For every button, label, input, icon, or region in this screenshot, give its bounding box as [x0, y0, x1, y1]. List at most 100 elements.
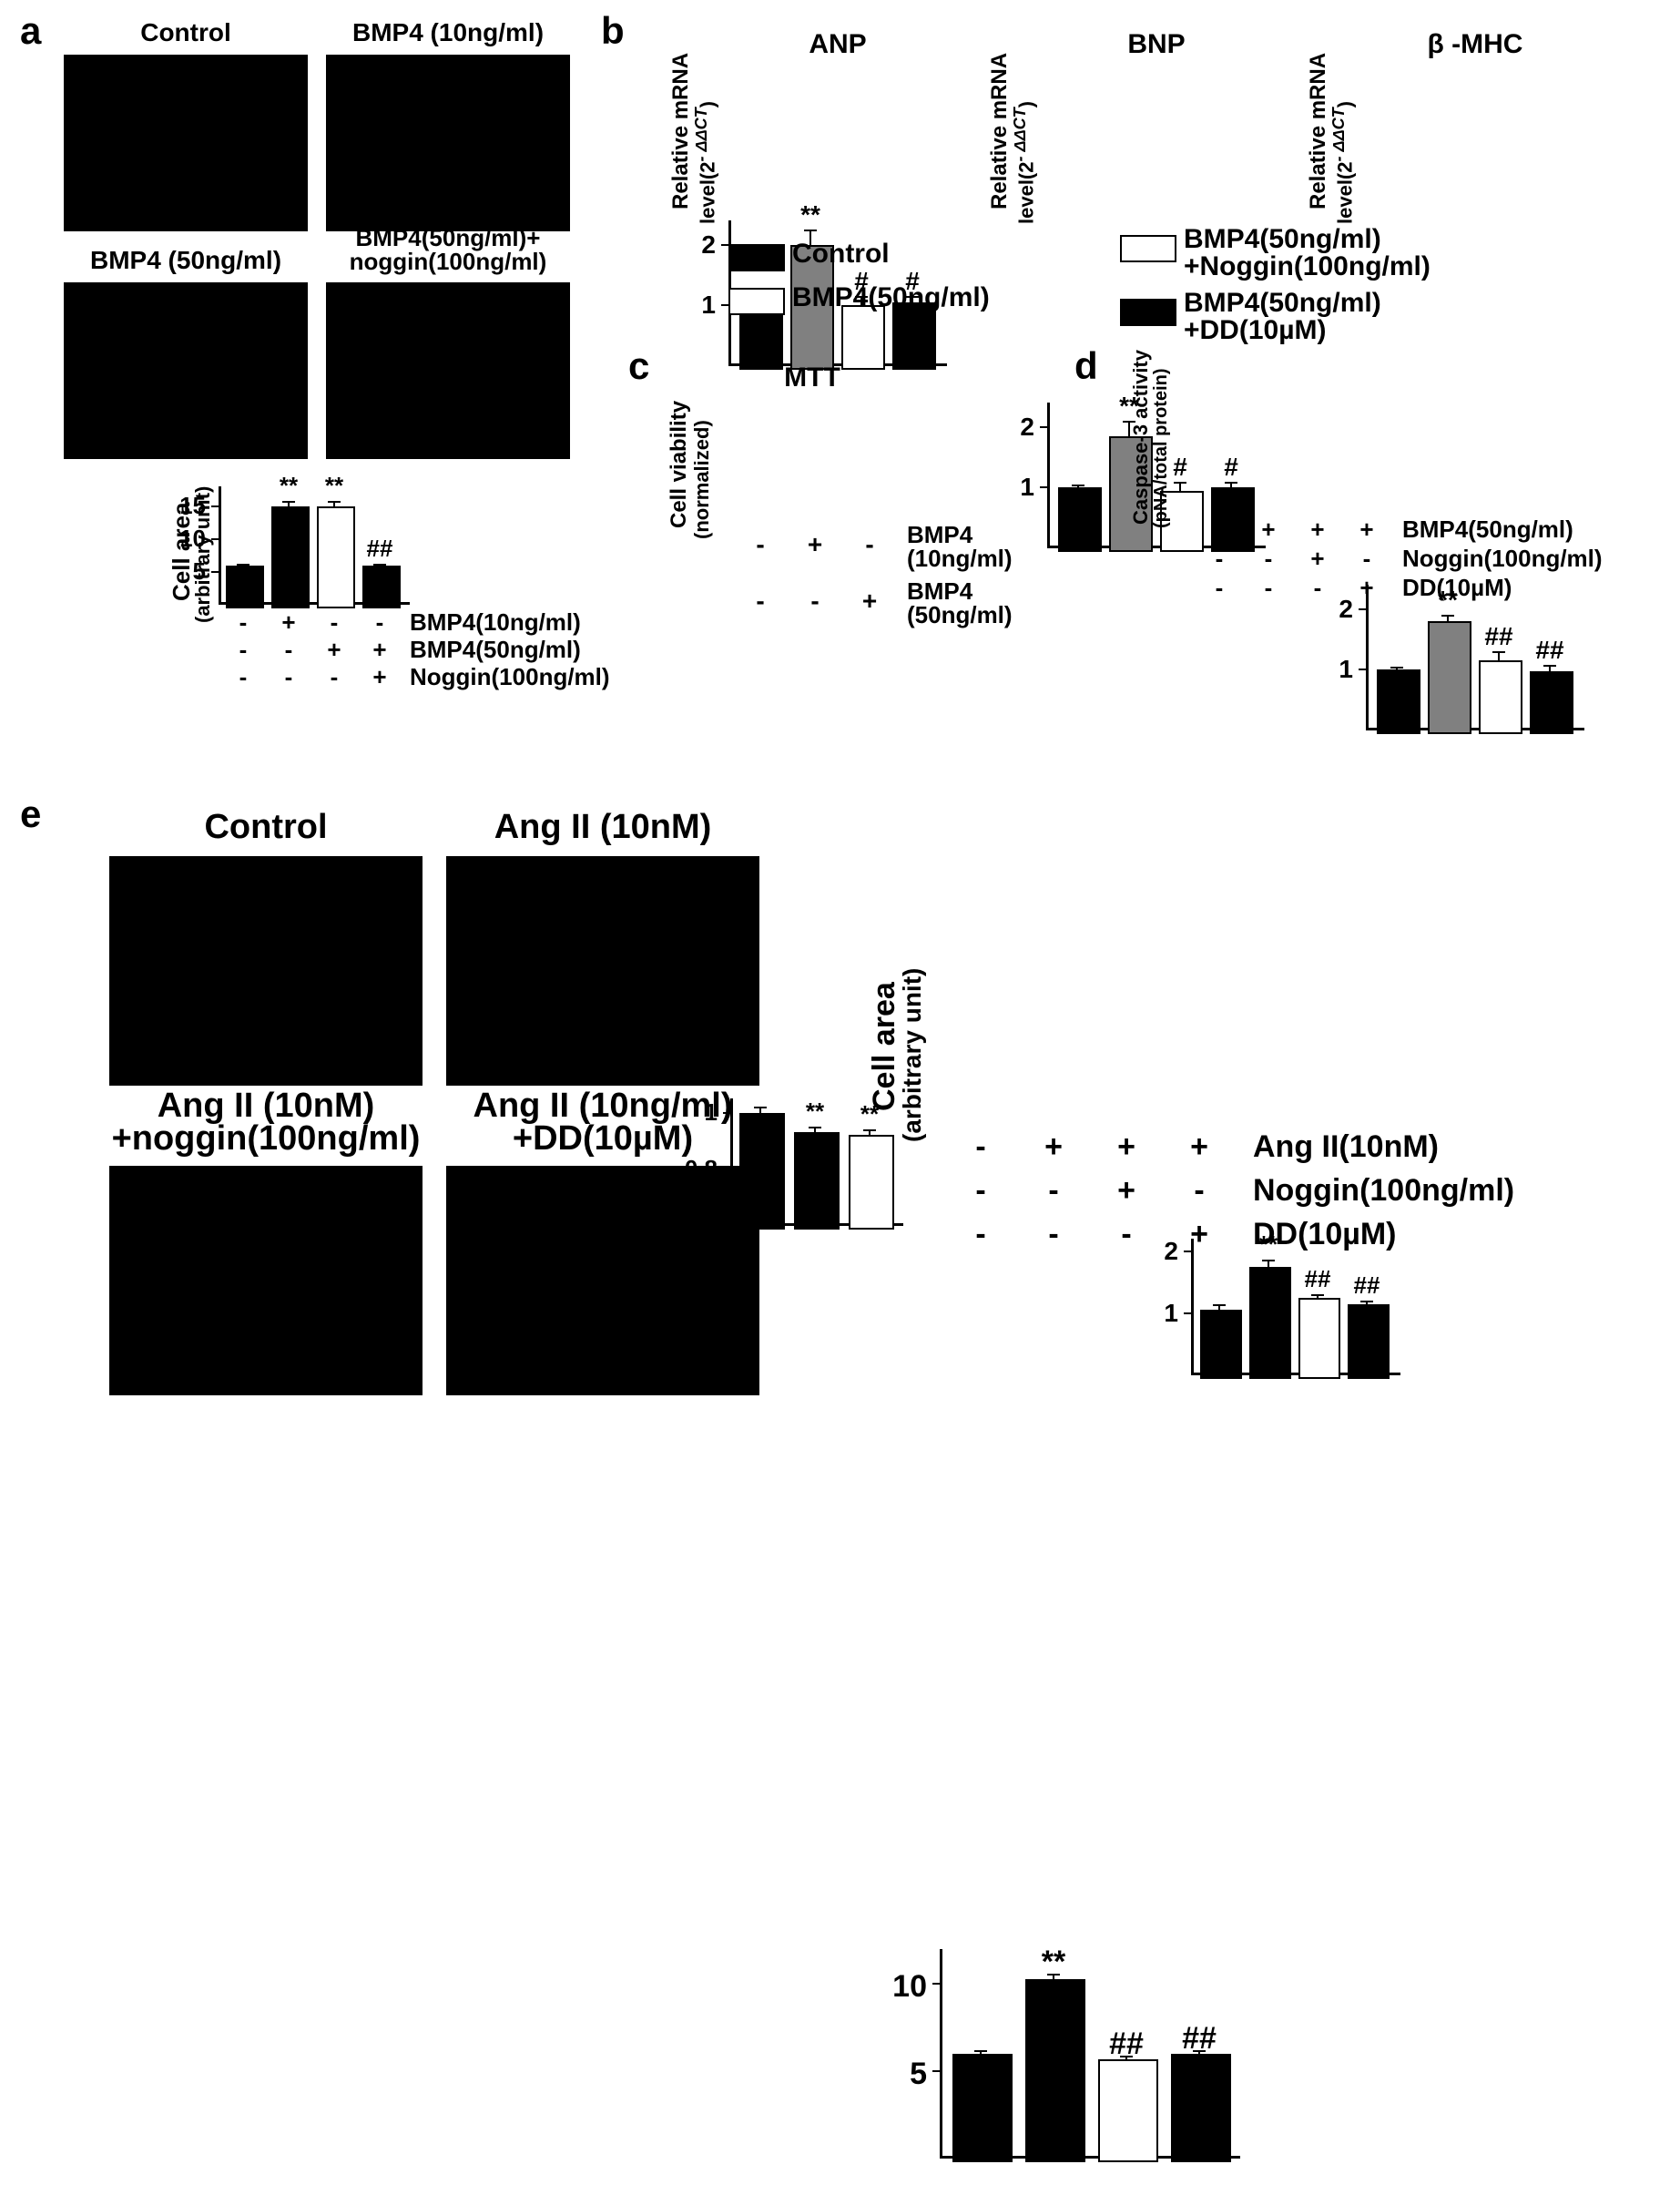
condition-mark: -	[1200, 516, 1238, 544]
significance-marker: #	[1206, 453, 1257, 482]
condition-mark: +	[1348, 574, 1386, 602]
bar	[1479, 660, 1522, 734]
condition-mark: -	[226, 663, 260, 691]
condition-mark: +	[1171, 1129, 1227, 1165]
panel-d-chart: 12**####	[1136, 1239, 1419, 1412]
error-cap	[1174, 482, 1186, 484]
significance-marker: **	[1020, 1945, 1087, 1980]
significance-marker: ##	[1524, 636, 1575, 665]
y-tick-label: 2	[983, 413, 1034, 442]
y-axis	[1047, 403, 1050, 548]
condition-mark: -	[739, 530, 781, 559]
error-cap	[1492, 651, 1505, 653]
panel-a-image	[326, 55, 570, 231]
y-tick	[1359, 669, 1366, 670]
panel-c-ylabel2: (normalized)	[690, 420, 714, 539]
condition-mark: +	[1298, 545, 1337, 573]
condition-label: Noggin(100ng/ml)	[1253, 1173, 1514, 1209]
error-cap	[1390, 667, 1403, 669]
bar	[1530, 671, 1573, 734]
condition-label: BMP4(50ng/ml)	[1402, 516, 1573, 544]
condition-mark: +	[362, 636, 397, 664]
panel-letter-b: b	[601, 9, 625, 53]
condition-label: BMP4(50ng/ml)	[410, 636, 581, 664]
condition-mark: -	[1200, 545, 1238, 573]
legend-label: BMP4(50ng/ml)+DD(10µM)	[1184, 290, 1381, 344]
legend-label: Control	[792, 239, 890, 270]
panel-e-image	[109, 856, 423, 1086]
error-cap	[1072, 485, 1084, 486]
error-cap	[328, 501, 341, 503]
significance-marker: ##	[1473, 622, 1524, 651]
condition-mark: -	[952, 1129, 1009, 1165]
bar	[226, 566, 264, 608]
panel-a-image	[64, 55, 308, 231]
error-cap	[1213, 1304, 1226, 1306]
condition-mark: +	[1348, 516, 1386, 544]
y-axis	[1191, 1239, 1194, 1375]
error-cap	[809, 1127, 821, 1128]
panel-b-ylabel1: Relative mRNA	[987, 53, 1013, 209]
significance-marker: **	[266, 472, 311, 500]
significance-marker: ##	[1093, 2027, 1160, 2062]
legend-swatch	[1120, 299, 1176, 326]
significance-marker: ##	[1342, 1271, 1391, 1300]
condition-label: Noggin(100ng/ml)	[1402, 545, 1603, 573]
panel-a-image	[326, 282, 570, 459]
y-tick	[1359, 608, 1366, 610]
panel-c-ylabel1: Cell viability	[667, 401, 692, 528]
panel-e-image-label: Ang II (10nM)	[437, 811, 769, 843]
y-axis	[219, 486, 221, 605]
condition-mark: +	[1249, 516, 1288, 544]
y-tick	[721, 304, 728, 306]
y-tick-label: 1	[983, 473, 1034, 502]
condition-mark: +	[317, 636, 351, 664]
y-tick-label: 1	[665, 291, 716, 320]
condition-mark: -	[271, 636, 306, 664]
condition-label: DD(10µM)	[1402, 574, 1512, 602]
condition-label: BMP4(10ng/ml)	[907, 523, 1013, 570]
panel-b-chart-title: BNP	[1065, 29, 1247, 60]
y-tick-label: 5	[876, 2057, 927, 2092]
panel-d-ylabel2: (pNA/total protein)	[1151, 368, 1172, 528]
error-cap	[282, 501, 295, 503]
condition-mark: +	[1298, 516, 1337, 544]
panel-letter-e: e	[20, 792, 41, 836]
condition-label: DD(10µM)	[1253, 1217, 1396, 1252]
bar	[1428, 621, 1471, 734]
y-tick-label: 2	[665, 230, 716, 260]
legend-swatch	[1120, 235, 1176, 262]
panel-a-image-label: BMP4 (10ng/ml)	[326, 20, 570, 46]
legend-label: BMP4(50ng/ml)	[792, 282, 990, 313]
bar	[1377, 669, 1420, 734]
bar	[1348, 1304, 1390, 1379]
condition-mark: -	[226, 608, 260, 637]
panel-b-ylabel2: level(2- ΔΔCT)	[1011, 101, 1038, 224]
panel-e-ylabel2: (arbitrary unit)	[898, 968, 927, 1142]
condition-mark: -	[739, 587, 781, 616]
panel-e-image	[446, 1166, 759, 1395]
panel-c-title: MTT	[739, 362, 885, 393]
significance-marker: ##	[1293, 1265, 1342, 1293]
y-tick	[932, 2070, 940, 2072]
condition-label: Ang II(10nM)	[1253, 1129, 1439, 1165]
significance-marker: **	[311, 472, 357, 500]
y-axis	[940, 1949, 942, 2159]
significance-marker: **	[789, 1098, 841, 1126]
error-cap	[863, 1129, 876, 1131]
condition-mark: +	[849, 587, 891, 616]
panel-b-ylabel1: Relative mRNA	[1306, 53, 1331, 209]
bar	[362, 566, 401, 608]
condition-mark: -	[1025, 1173, 1082, 1209]
error-cap	[974, 2050, 987, 2052]
condition-mark: -	[1298, 574, 1337, 602]
condition-mark: -	[271, 663, 306, 691]
y-axis	[1366, 585, 1369, 730]
panel-a-image	[64, 282, 308, 459]
panel-b-ylabel2: level(2- ΔΔCT)	[1329, 101, 1357, 224]
condition-mark: -	[1249, 545, 1288, 573]
condition-mark: -	[952, 1217, 1009, 1252]
condition-mark: +	[1098, 1129, 1155, 1165]
error-cap	[804, 230, 817, 231]
bar	[849, 1135, 894, 1230]
